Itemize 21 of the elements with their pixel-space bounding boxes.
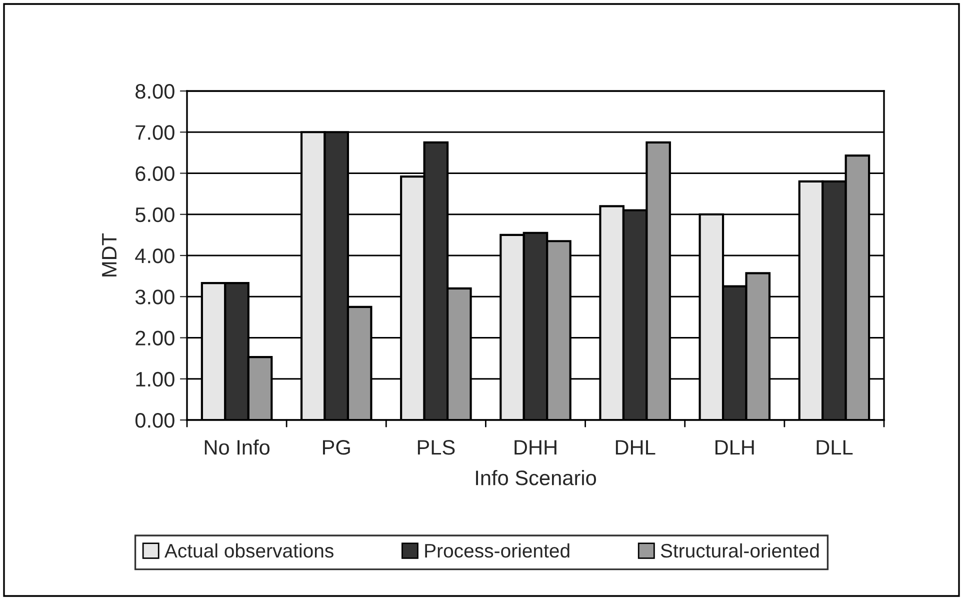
legend-label: Process-oriented xyxy=(425,543,570,558)
y-tick-label: 3.00 xyxy=(135,290,174,304)
y-tick-label: 0.00 xyxy=(135,413,174,428)
y-tick-label: 7.00 xyxy=(136,125,174,140)
x-tick-label: DLL xyxy=(816,440,853,455)
x-tick-label: DLH xyxy=(716,440,754,455)
legend-label: Actual observations xyxy=(164,543,334,558)
y-axis-title: MDT xyxy=(102,233,116,276)
y-tick-label: 1.00 xyxy=(136,372,174,387)
x-tick-label: DHL xyxy=(616,440,656,455)
y-tick-label: 4.00 xyxy=(135,248,174,264)
x-tick-label: PG xyxy=(323,440,350,455)
x-tick-label: DHH xyxy=(514,440,556,455)
y-tick-label: 8.00 xyxy=(136,84,174,99)
legend-label: Structural-oriented xyxy=(660,543,819,558)
y-tick-label: 5.00 xyxy=(135,207,174,222)
y-tick-label: 6.00 xyxy=(136,166,174,182)
x-axis-title: Info Scenario xyxy=(476,470,596,486)
y-tick-label: 2.00 xyxy=(136,330,174,346)
x-tick-label: No Info xyxy=(204,439,270,455)
x-tick-label: PLS xyxy=(418,440,455,455)
